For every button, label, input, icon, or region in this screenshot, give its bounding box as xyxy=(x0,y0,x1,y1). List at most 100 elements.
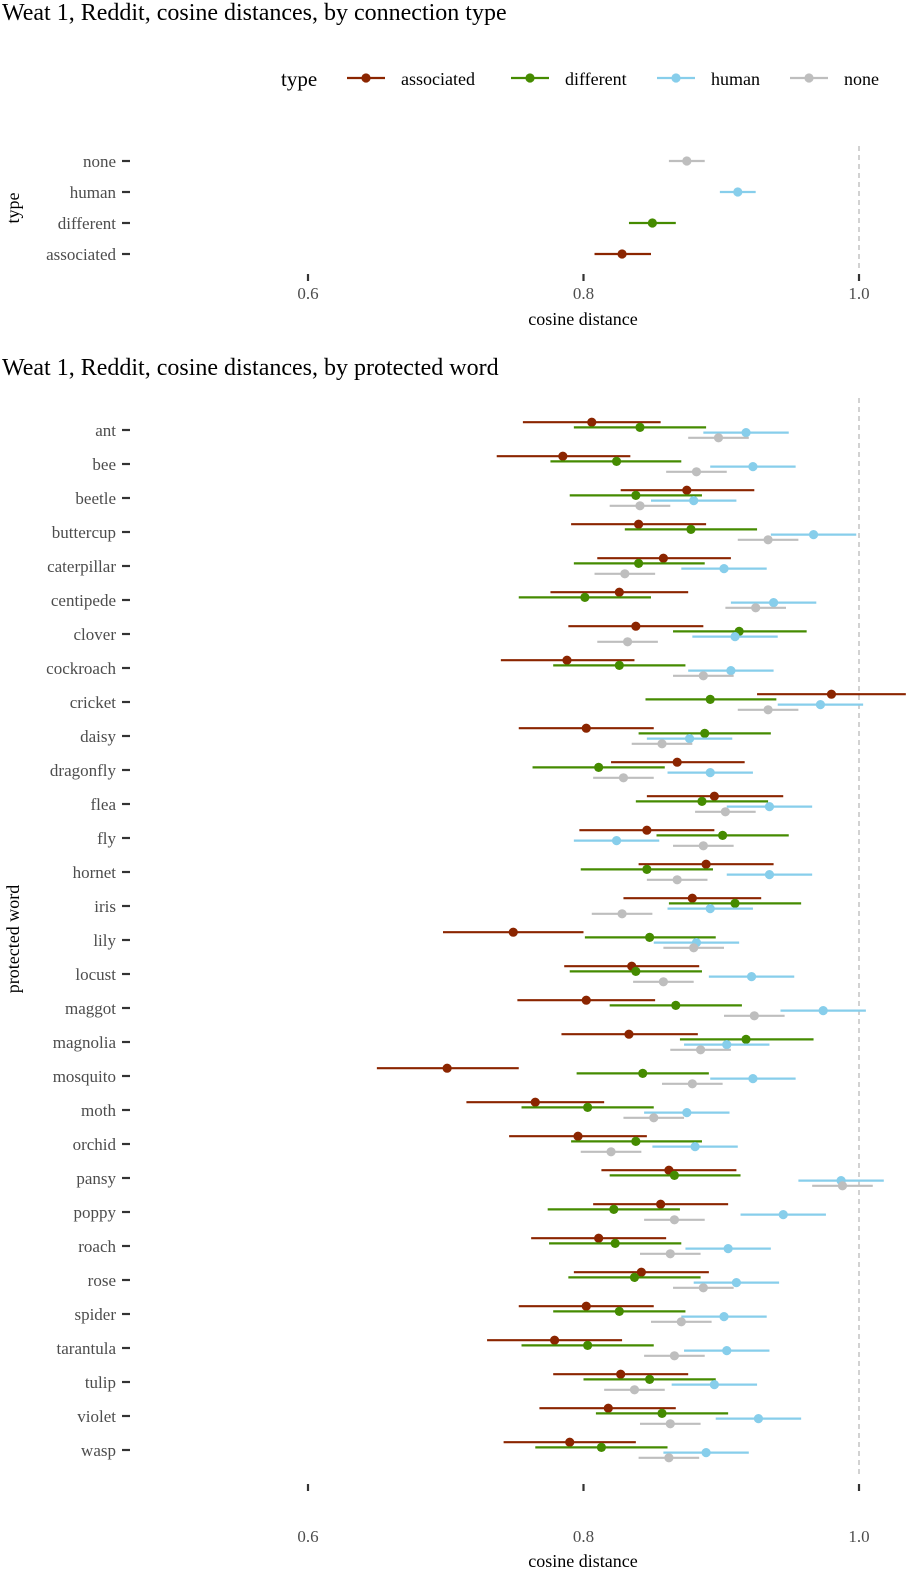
legend-label-none: none xyxy=(844,69,879,89)
y-tick-label-lily: lily xyxy=(93,931,116,950)
point-none-maggot xyxy=(749,1011,759,1021)
point-none-wasp xyxy=(664,1453,674,1463)
point-associated-magnolia xyxy=(624,1029,634,1039)
point-human-roach xyxy=(723,1244,733,1254)
legend-label-associated: associated xyxy=(401,69,475,89)
point-none-mosquito xyxy=(687,1079,697,1089)
x-tick-label-0.6: 0.6 xyxy=(297,284,318,303)
y-tick-label-flea: flea xyxy=(91,795,117,814)
y-tick-label-buttercup: buttercup xyxy=(52,523,116,542)
point-none-clover xyxy=(622,637,633,647)
point-different-cricket xyxy=(705,694,715,705)
plot-marks xyxy=(594,156,756,259)
point-human-spider xyxy=(719,1312,729,1322)
y-axis-label: protected word xyxy=(3,885,23,993)
legend-key-point-associated xyxy=(361,73,371,83)
point-associated-clover xyxy=(631,621,641,631)
point-different-roach xyxy=(610,1238,620,1248)
point-different-tulip xyxy=(645,1374,655,1384)
point-different-lily xyxy=(645,932,655,943)
y-axis: ant bee beetle buttercup caterpillar centiped… xyxy=(46,421,130,1460)
point-human-cockroach xyxy=(726,666,736,676)
x-axis: 0.6 0.8 1.0 xyxy=(297,1484,870,1546)
point-associated-daisy xyxy=(581,723,591,733)
x-tick-label-0.8: 0.8 xyxy=(573,284,594,303)
point-none-beetle xyxy=(635,501,645,511)
point-different-magnolia xyxy=(741,1034,751,1044)
legend: type associated different human none xyxy=(281,67,879,91)
point-none-moth xyxy=(649,1113,659,1123)
point-none-violet xyxy=(665,1419,675,1429)
y-tick-label-hornet: hornet xyxy=(73,863,117,882)
legend-key-point-none xyxy=(804,73,814,83)
plot-marks xyxy=(376,417,906,1463)
y-tick-label-moth: moth xyxy=(81,1101,116,1120)
point-human-wasp xyxy=(701,1448,711,1458)
y-tick-label-wasp: wasp xyxy=(81,1441,116,1460)
y-tick-label-different: different xyxy=(58,214,116,233)
point-none-tarantula xyxy=(669,1351,680,1361)
point-associated-wasp xyxy=(565,1437,575,1447)
point-associated-buttercup xyxy=(634,519,644,529)
y-tick-label-magnolia: magnolia xyxy=(53,1033,117,1052)
y-axis-label: type xyxy=(3,192,23,223)
point-associated-ant xyxy=(587,417,597,427)
point-human-magnolia xyxy=(722,1040,732,1050)
point-none-poppy xyxy=(669,1215,680,1225)
point-human-bee xyxy=(748,462,758,472)
point-none-locust xyxy=(658,977,668,987)
point-human-locust xyxy=(746,972,757,982)
point-none-magnolia xyxy=(695,1045,706,1055)
x-axis: 0.6 0.8 1.0 xyxy=(297,274,870,303)
point-different-different xyxy=(647,218,657,228)
y-tick-label-tarantula: tarantula xyxy=(57,1339,117,1358)
point-different-iris xyxy=(730,898,740,909)
y-tick-label-mosquito: mosquito xyxy=(53,1067,116,1086)
y-tick-label-clover: clover xyxy=(74,625,117,644)
point-associated-tarantula xyxy=(549,1335,560,1345)
point-associated-flea xyxy=(709,791,719,801)
point-associated-fly xyxy=(642,825,652,835)
y-tick-label-maggot: maggot xyxy=(65,999,116,1018)
y-tick-label-centipede: centipede xyxy=(51,591,116,610)
point-different-cockroach xyxy=(614,660,624,671)
point-associated-bee xyxy=(558,451,568,461)
point-associated-dragonfly xyxy=(672,757,682,767)
point-human-tulip xyxy=(709,1380,719,1390)
point-different-maggot xyxy=(671,1000,681,1011)
y-tick-label-orchid: orchid xyxy=(73,1135,117,1154)
point-different-centipede xyxy=(580,592,590,603)
y-tick-label-bee: bee xyxy=(92,455,116,474)
point-associated-violet xyxy=(603,1403,613,1413)
point-different-beetle xyxy=(631,490,641,500)
point-human-violet xyxy=(753,1414,764,1424)
point-none-roach xyxy=(665,1249,675,1259)
point-different-bee xyxy=(611,456,622,466)
x-axis-label: cosine distance xyxy=(528,309,637,329)
legend-title: type xyxy=(281,67,317,91)
point-human-buttercup xyxy=(808,530,819,540)
point-different-caterpillar xyxy=(634,558,644,569)
point-different-pansy xyxy=(669,1170,680,1180)
point-human-beetle xyxy=(689,496,699,506)
point-associated-iris xyxy=(687,893,697,903)
point-different-fly xyxy=(718,830,728,841)
point-different-hornet xyxy=(642,864,652,875)
legend-key-point-human xyxy=(671,73,681,83)
point-associated-lily xyxy=(508,927,518,937)
point-human-flea xyxy=(764,802,775,812)
y-tick-label-rose: rose xyxy=(88,1271,116,1290)
x-tick-label-1.0: 1.0 xyxy=(848,1527,869,1546)
point-none-cricket xyxy=(763,705,773,715)
point-none-fly xyxy=(698,841,708,851)
point-none-caterpillar xyxy=(620,569,630,579)
point-human-caterpillar xyxy=(719,564,729,574)
point-none-rose xyxy=(698,1283,708,1293)
point-none-dragonfly xyxy=(618,773,629,783)
point-associated-poppy xyxy=(656,1199,666,1209)
point-associated-maggot xyxy=(581,995,591,1005)
point-human-ant xyxy=(741,428,751,438)
point-different-rose xyxy=(629,1272,640,1282)
point-human-maggot xyxy=(818,1006,828,1016)
point-associated-beetle xyxy=(682,485,692,495)
